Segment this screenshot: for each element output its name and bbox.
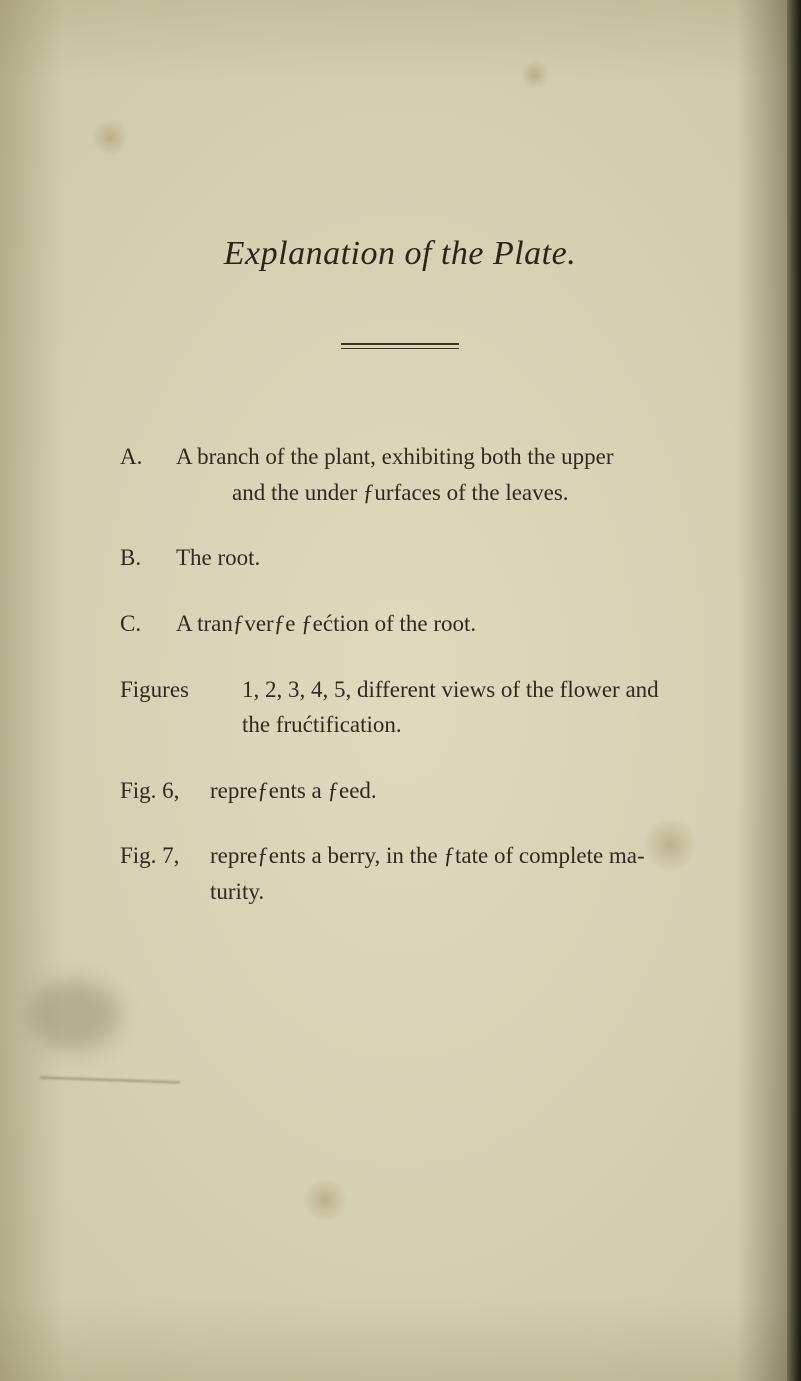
entry-label: A. [120,439,176,475]
foxing-spot [300,1180,350,1220]
entry-text-line: the frućtification. [242,707,680,743]
text-block: Explanation of the Plate. A. A branch of… [120,235,680,940]
entry-body: repreƒents a ƒeed. [210,773,680,809]
ornamental-rule [341,343,459,349]
paper-crease [40,1077,180,1084]
entry-label: Fig. 7, [120,838,210,874]
entry-body: repreƒents a berry, in the ƒtate of comp… [210,838,680,909]
entry-text-line: A branch of the plant, exhibiting both t… [176,444,614,469]
entry-text-line: repreƒents a ƒeed. [210,778,377,803]
foxing-spot [90,120,130,155]
paper-smudge [30,980,120,1050]
entry-label: Figures [120,672,242,708]
entry-a: A. A branch of the plant, exhibiting bot… [120,439,680,510]
entry-body: A branch of the plant, exhibiting both t… [176,439,680,510]
book-spine-shadow [787,0,801,1381]
entry-text-line: 1, 2, 3, 4, 5, different views of the fl… [242,677,659,702]
foxing-spot [520,60,550,90]
entry-text-line: The root. [176,545,260,570]
entry-text-line: A tranƒverƒe ƒećtion of the root. [176,611,476,636]
entry-label: C. [120,606,176,642]
entry-text-line: and the under ƒurfaces of the leaves. [176,475,680,511]
entry-figures: Figures 1, 2, 3, 4, 5, different views o… [120,672,680,743]
entry-fig6: Fig. 6, repreƒents a ƒeed. [120,773,680,809]
entry-label: Fig. 6, [120,773,210,809]
entry-text-line: turity. [210,874,680,910]
entry-c: C. A tranƒverƒe ƒećtion of the root. [120,606,680,642]
entry-fig7: Fig. 7, repreƒents a berry, in the ƒtate… [120,838,680,909]
entry-body: A tranƒverƒe ƒećtion of the root. [176,606,680,642]
entry-b: B. The root. [120,540,680,576]
entry-label: B. [120,540,176,576]
entry-body: 1, 2, 3, 4, 5, different views of the fl… [242,672,680,743]
entry-body: The root. [176,540,680,576]
page-title: Explanation of the Plate. [120,235,680,273]
entry-text-line: repreƒents a berry, in the ƒtate of comp… [210,843,645,868]
